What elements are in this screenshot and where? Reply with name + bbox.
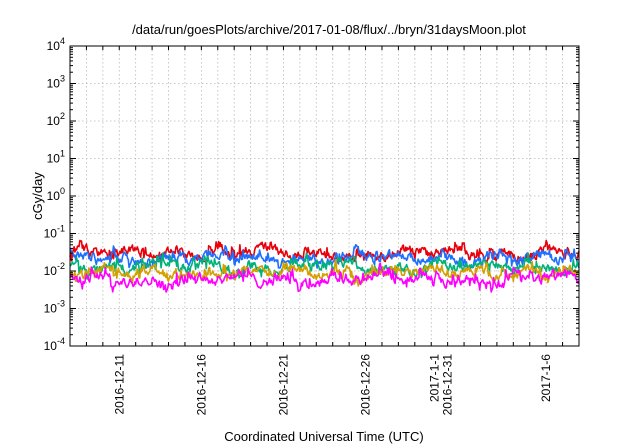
x-tick-label: 2017-1-1 [428,354,442,402]
x-tick-label: 2016-12-26 [359,354,373,416]
y-axis-label: cGy/day [30,172,45,220]
x-tick-label: 2016-12-16 [194,354,208,416]
y-tick-label: 10-1 [44,224,65,241]
y-tick-label: 102 [47,111,65,128]
y-tick-labels: 10-4 10-3 10-2 10-1 100 101 102 103 104 [44,36,65,353]
y-tick-label: 100 [47,186,65,203]
grid-layer [70,46,579,346]
y-tick-label: 10-3 [44,299,65,316]
y-tick-label: 101 [47,149,65,166]
x-tick-labels: 2016-12-11 2016-12-16 2016-12-21 2016-12-26… [112,354,553,416]
series-line [69,262,580,293]
x-tick-label: 2016-12-21 [276,354,290,416]
x-tick-label: 2016-12-11 [112,354,126,415]
y-tick-label: 103 [47,74,65,91]
series-line [69,239,580,263]
y-tick-label: 10-2 [44,261,65,278]
y-tick-label: 10-4 [44,336,65,353]
x-axis-label: Coordinated Universal Time (UTC) [224,429,423,444]
tick-layer [70,45,579,347]
y-tick-label: 104 [47,36,65,53]
series-layer [69,239,580,293]
chart-title: /data/run/goesPlots/archive/2017-01-08/f… [132,22,526,37]
x-tick-label: 2016-12-31 [441,354,455,416]
x-tick-label: 2017-1-6 [539,354,553,402]
